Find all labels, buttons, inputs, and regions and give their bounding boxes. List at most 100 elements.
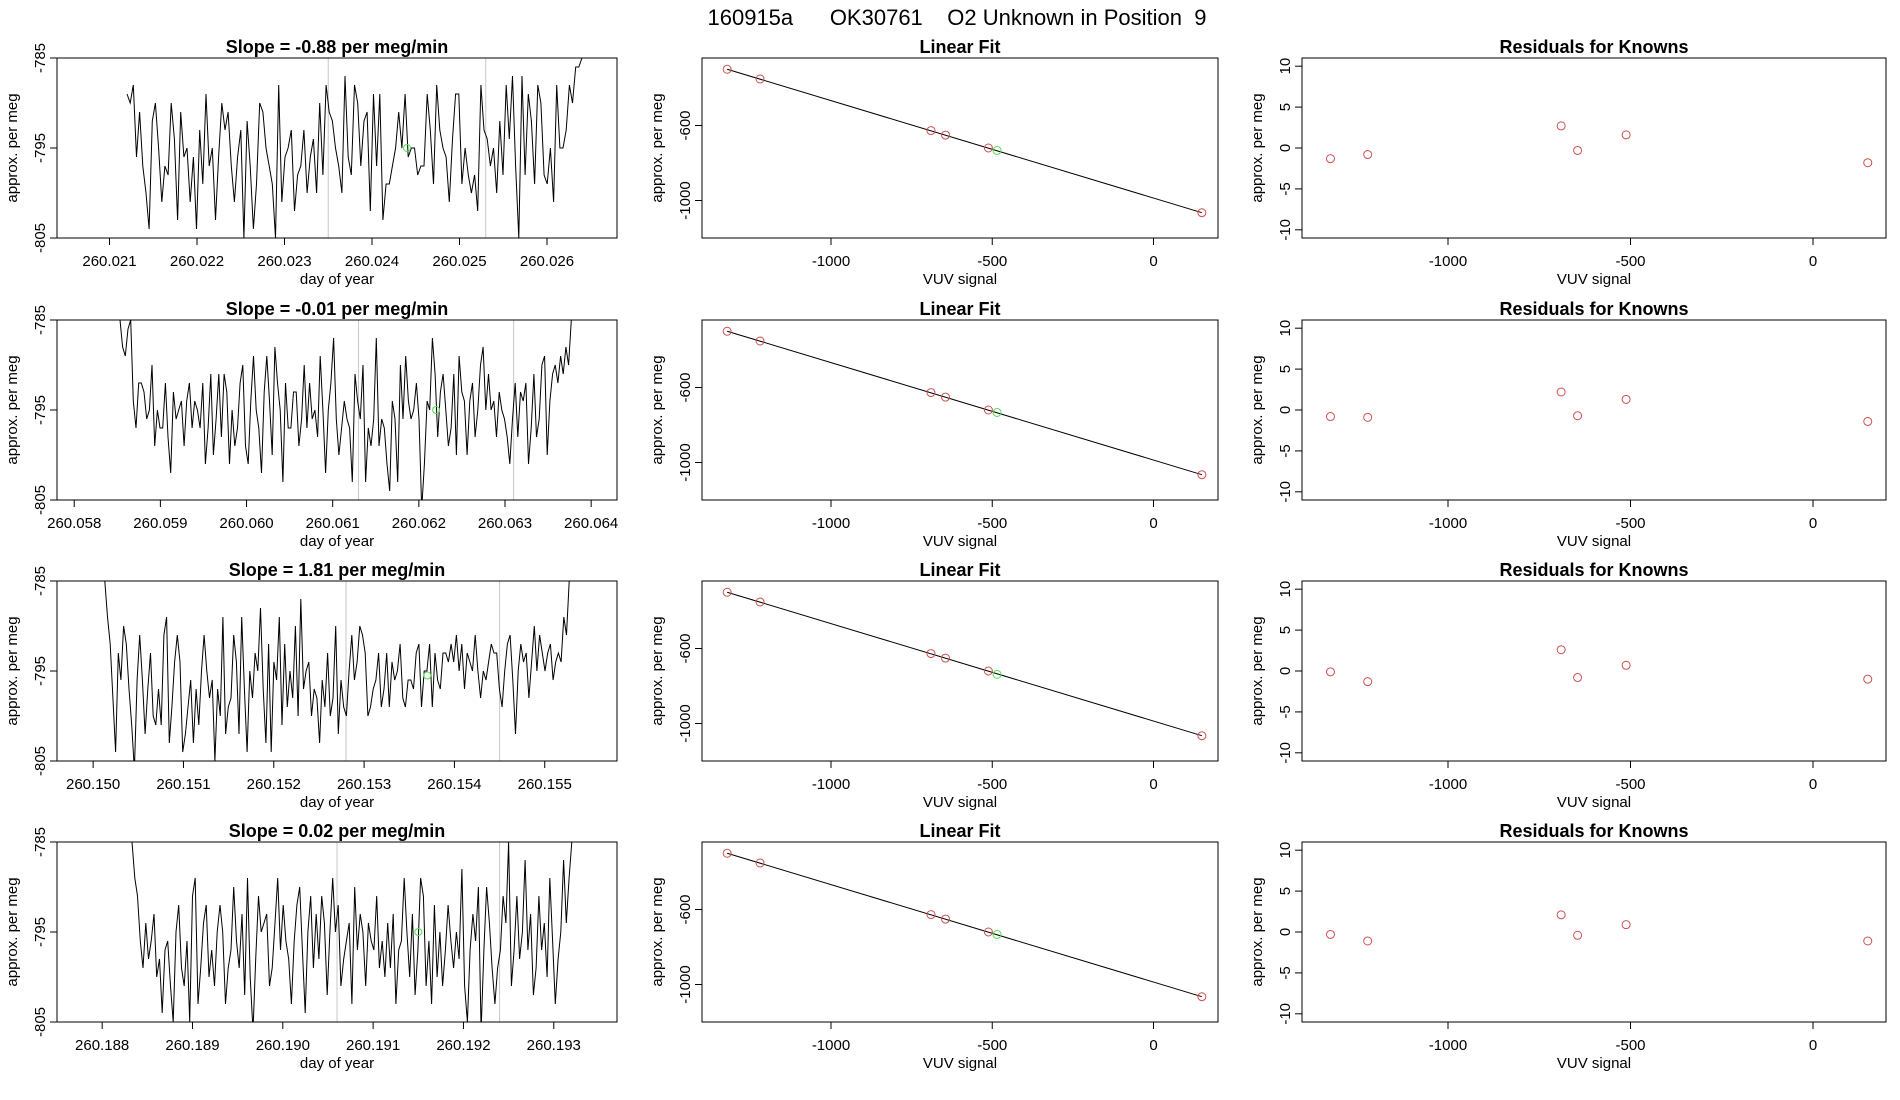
panel-title: Residuals for Knowns — [1499, 821, 1688, 841]
known-point — [1621, 130, 1631, 140]
panel-title: Residuals for Knowns — [1499, 560, 1688, 580]
x-tick-label: 260.023 — [257, 253, 311, 270]
plot-frame — [1301, 580, 1887, 762]
x-tick-label: 0 — [1809, 1037, 1817, 1054]
y-tick-label: -5 — [1277, 705, 1294, 718]
panel-title: Slope = -0.88 per meg/min — [226, 37, 449, 57]
data-layer — [1325, 121, 1873, 168]
unknown-point — [403, 144, 411, 152]
known-point — [940, 653, 950, 663]
y-tick-label: 10 — [1277, 842, 1294, 859]
y-tick-label: -1000 — [677, 704, 694, 742]
y-axis-label: approx. per meg — [1249, 616, 1266, 725]
x-tick-label: -1000 — [812, 515, 850, 532]
x-tick-label: 260.190 — [256, 1037, 310, 1054]
panel-title: Linear Fit — [919, 560, 1000, 580]
x-tick-label: 260.154 — [427, 776, 481, 793]
known-point — [983, 927, 993, 937]
x-axis-label: day of year — [300, 1055, 374, 1072]
y-axis-label: approx. per meg — [1249, 355, 1266, 464]
known-point — [926, 126, 936, 136]
known-point — [1863, 674, 1873, 684]
known-point — [722, 848, 732, 858]
data-layer — [1325, 910, 1873, 946]
data-layer — [722, 326, 1207, 480]
y-tick-label: -785 — [32, 305, 49, 335]
known-point — [983, 143, 993, 153]
y-axis-label: approx. per meg — [4, 355, 21, 464]
x-tick-label: -1000 — [812, 1037, 850, 1054]
data-layer — [117, 320, 574, 500]
x-tick-label: 0 — [1149, 515, 1157, 532]
plot-frame — [56, 319, 618, 501]
x-axis-label: VUV signal — [1557, 271, 1631, 288]
known-point — [1325, 412, 1335, 422]
data-layer — [722, 587, 1207, 741]
panel-title: Linear Fit — [919, 299, 1000, 319]
y-tick-label: -1000 — [677, 181, 694, 219]
y-tick-label: -805 — [32, 746, 49, 776]
y-tick-label: -795 — [32, 133, 49, 163]
y-tick-label: 0 — [1277, 928, 1294, 936]
known-point — [722, 587, 732, 597]
known-point — [940, 914, 950, 924]
x-tick-label: 260.025 — [432, 253, 486, 270]
x-axis-label: VUV signal — [923, 533, 997, 550]
y-tick-label: -1000 — [677, 965, 694, 1003]
y-tick-label: 10 — [1277, 581, 1294, 598]
known-point — [940, 392, 950, 402]
y-tick-label: 5 — [1277, 626, 1294, 634]
x-tick-label: -1000 — [812, 253, 850, 270]
panel-r1-c3: Residuals for Knowns -1000 -500 0 -10 -5 0 5 10 V… — [1249, 37, 1887, 288]
data-layer — [129, 842, 573, 1022]
data-layer — [1325, 387, 1873, 426]
y-tick-label: -795 — [32, 395, 49, 425]
y-tick-label: 10 — [1277, 320, 1294, 337]
known-point — [1621, 660, 1631, 670]
y-axis-label: approx. per meg — [649, 616, 666, 725]
known-point — [940, 130, 950, 140]
x-tick-label: 0 — [1809, 515, 1817, 532]
x-tick-label: -1000 — [1429, 1037, 1467, 1054]
known-point — [1556, 645, 1566, 655]
x-tick-label: 0 — [1149, 1037, 1157, 1054]
x-tick-label: 260.155 — [518, 776, 572, 793]
plot-frame — [1301, 841, 1887, 1023]
known-point — [1325, 154, 1335, 164]
known-point — [1197, 992, 1207, 1002]
y-tick-label: -5 — [1277, 444, 1294, 457]
x-tick-label: -500 — [1615, 515, 1645, 532]
x-tick-label: -1000 — [1429, 253, 1467, 270]
x-tick-label: -1000 — [1429, 515, 1467, 532]
known-point — [1863, 936, 1873, 946]
panel-r3-c1: Slope = 1.81 per meg/min 260.150 260.151 26… — [4, 560, 618, 811]
y-tick-label: -10 — [1277, 219, 1294, 241]
y-tick-label: -805 — [32, 485, 49, 515]
x-tick-label: 260.189 — [165, 1037, 219, 1054]
x-tick-label: 260.152 — [247, 776, 301, 793]
x-tick-label: 0 — [1809, 253, 1817, 270]
y-axis-label: approx. per meg — [4, 93, 21, 202]
x-tick-label: -500 — [977, 776, 1007, 793]
x-tick-label: -500 — [977, 1037, 1007, 1054]
y-axis-label: approx. per meg — [4, 877, 21, 986]
x-tick-label: 260.059 — [133, 515, 187, 532]
known-point — [1573, 930, 1583, 940]
known-point — [926, 910, 936, 920]
y-tick-label: 0 — [1277, 667, 1294, 675]
y-tick-label: 10 — [1277, 58, 1294, 75]
y-axis-label: approx. per meg — [1249, 877, 1266, 986]
y-tick-label: 5 — [1277, 103, 1294, 111]
known-point — [1556, 387, 1566, 397]
y-tick-label: -10 — [1277, 1003, 1294, 1025]
x-tick-label: 0 — [1809, 776, 1817, 793]
y-tick-label: -600 — [677, 894, 694, 924]
series-line — [117, 320, 574, 500]
x-tick-label: 260.191 — [346, 1037, 400, 1054]
x-tick-label: 260.058 — [47, 515, 101, 532]
plot-frame — [1301, 57, 1887, 239]
fit-line — [727, 68, 1203, 214]
known-point — [722, 326, 732, 336]
y-axis-label: approx. per meg — [649, 355, 666, 464]
